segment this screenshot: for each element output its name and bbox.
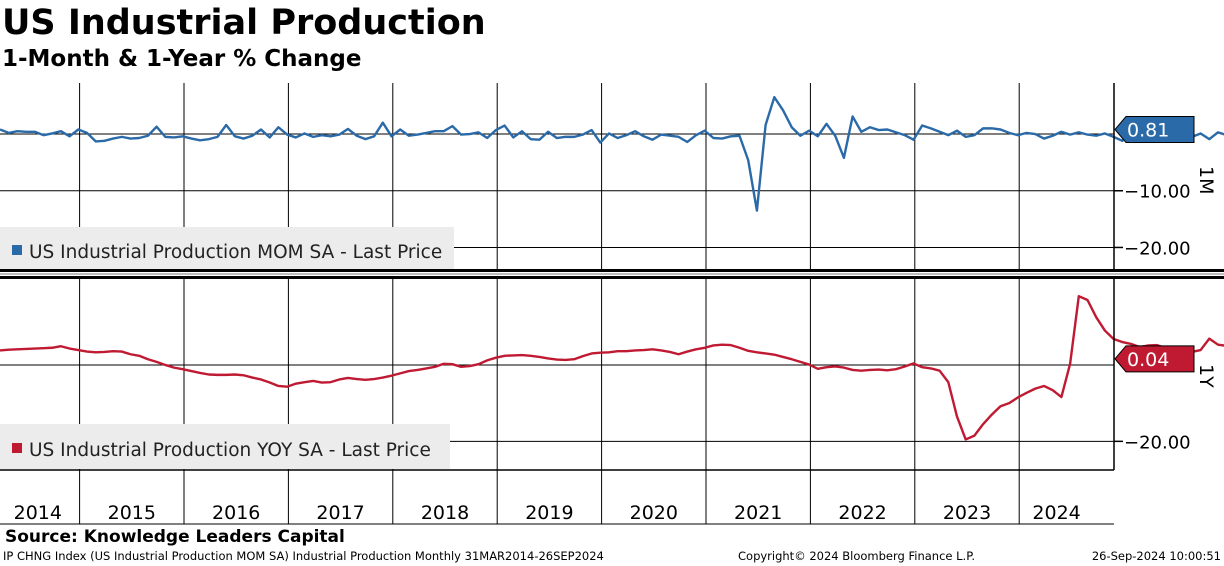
x-year-label: 2017	[316, 502, 364, 524]
x-year-label: 2015	[108, 502, 156, 524]
x-year-label: 2020	[630, 502, 678, 524]
yoy-legend-box	[0, 424, 450, 469]
plot-frame	[0, 83, 1115, 525]
yoy-last-value-badge: 0.04	[1114, 345, 1195, 373]
yoy-last-value-text: 0.04	[1127, 349, 1169, 371]
x-year-label: 2018	[421, 502, 469, 524]
x-year-label: 2024	[1032, 502, 1080, 524]
mom-legend: US Industrial Production MOM SA - Last P…	[0, 227, 454, 269]
y-tick-label: −20.00	[1124, 238, 1191, 259]
mom-legend-label: US Industrial Production MOM SA - Last P…	[29, 242, 442, 263]
source-note: Source: Knowledge Leaders Capital	[5, 527, 345, 547]
mom-panel-label: 1M	[1195, 166, 1217, 194]
x-year-label: 2022	[838, 502, 886, 524]
mom-panel: −10.00 −20.00 US Industrial Production MO…	[0, 95, 1224, 269]
mom-last-value-badge: 0.81	[1114, 116, 1195, 143]
panel-divider	[0, 269, 1224, 279]
yoy-y-axis-ticks: −20.00	[1114, 432, 1191, 453]
yoy-legend: US Industrial Production YOY SA - Last P…	[0, 424, 450, 469]
footer-copyright: Copyright© 2024 Bloomberg Finance L.P.	[738, 549, 975, 563]
y-tick-label: −20.00	[1124, 432, 1191, 453]
x-axis-year-labels: 2014 2015 2016 2017 2018 2019 2020 2021 2022 2023…	[14, 502, 1081, 524]
chart-title: US Industrial Production	[2, 3, 486, 43]
x-year-label: 2021	[734, 502, 782, 524]
mom-y-axis-ticks: −10.00 −20.00	[1114, 182, 1191, 259]
mom-legend-box	[0, 227, 454, 269]
x-year-label: 2023	[943, 502, 991, 524]
mom-legend-swatch	[12, 245, 22, 255]
footer-timestamp: 26-Sep-2024 10:00:51	[1091, 549, 1221, 563]
yoy-series-line	[0, 294, 1224, 441]
yoy-panel: −20.00 US Industrial Production YOY SA -…	[0, 294, 1224, 469]
x-year-label: 2014	[14, 502, 62, 524]
vertical-gridlines	[79, 83, 1020, 524]
yoy-panel-label: 1Y	[1195, 364, 1217, 388]
x-year-label: 2019	[525, 502, 573, 524]
mom-last-value-text: 0.81	[1127, 120, 1169, 142]
yoy-legend-label: US Industrial Production YOY SA - Last P…	[29, 440, 431, 461]
yoy-legend-swatch	[12, 443, 22, 453]
x-year-label: 2016	[212, 502, 260, 524]
y-tick-label: −10.00	[1124, 182, 1191, 203]
chart-subtitle: 1-Month & 1-Year % Change	[2, 46, 362, 72]
footer-info: IP CHNG Index (US Industrial Production …	[3, 549, 604, 563]
